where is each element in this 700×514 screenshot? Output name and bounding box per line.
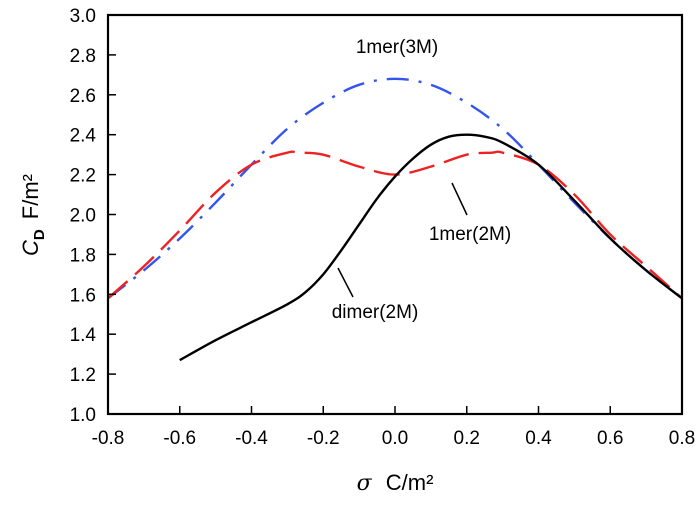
y-axis-subscript: D: [31, 229, 48, 240]
annotation-1mer-2m: 1mer(2M): [429, 224, 511, 245]
y-tick-label: 1.4: [70, 325, 97, 346]
y-tick-label: 1.2: [70, 365, 96, 386]
annotation-1mer-3m: 1mer(3M): [356, 37, 438, 58]
curves: [107, 77, 683, 362]
x-tick-label: -0.4: [235, 428, 268, 449]
series-line-1mer-2m: [107, 150, 683, 300]
x-axis-symbol: σ: [357, 471, 373, 496]
x-tick-label: 0.6: [597, 428, 623, 449]
y-tick-label: 2.4: [70, 126, 97, 147]
y-tick-label: 3.0: [70, 6, 96, 27]
y-tick-label: 1.8: [70, 245, 96, 266]
x-tick-label: -0.8: [92, 428, 125, 449]
ticks: [107, 14, 683, 415]
x-tick-label: -0.2: [307, 428, 340, 449]
x-axis-label: σ C/m²: [357, 470, 434, 496]
x-tick-label: 0.2: [454, 428, 480, 449]
y-tick-label: 2.8: [70, 46, 96, 67]
y-tick-label: 2.2: [70, 166, 96, 187]
tick-labels: -0.8 -0.6 -0.4 -0.2 0.0 0.2 0.4 0.6 0.8 1.0 1.2 1.4…: [70, 6, 696, 449]
annotation-dimer-2m: dimer(2M): [332, 302, 419, 323]
y-axis-symbol: C: [18, 240, 43, 256]
annotation-leader-1mer-2m: [451, 182, 468, 216]
y-tick-label: 2.0: [70, 206, 96, 227]
y-tick-label: 1.0: [70, 405, 96, 426]
x-tick-label: 0.4: [525, 428, 552, 449]
x-tick-label: 0.8: [669, 428, 695, 449]
x-tick-label: -0.6: [163, 428, 196, 449]
series-line-dimer-2m: [179, 133, 683, 362]
x-axis-unit: C/m²: [386, 470, 434, 495]
series-line-1mer-3m: [107, 77, 683, 300]
y-axis-label: CD F/m²: [18, 174, 48, 256]
y-axis-unit: F/m²: [18, 174, 43, 219]
annotation-leader-dimer-2m: [337, 267, 354, 298]
svg-text:CDF/m²: CD F/m²: [18, 174, 48, 256]
y-tick-label: 1.6: [70, 285, 96, 306]
y-tick-label: 2.6: [70, 86, 96, 107]
x-tick-label: 0.0: [382, 428, 408, 449]
